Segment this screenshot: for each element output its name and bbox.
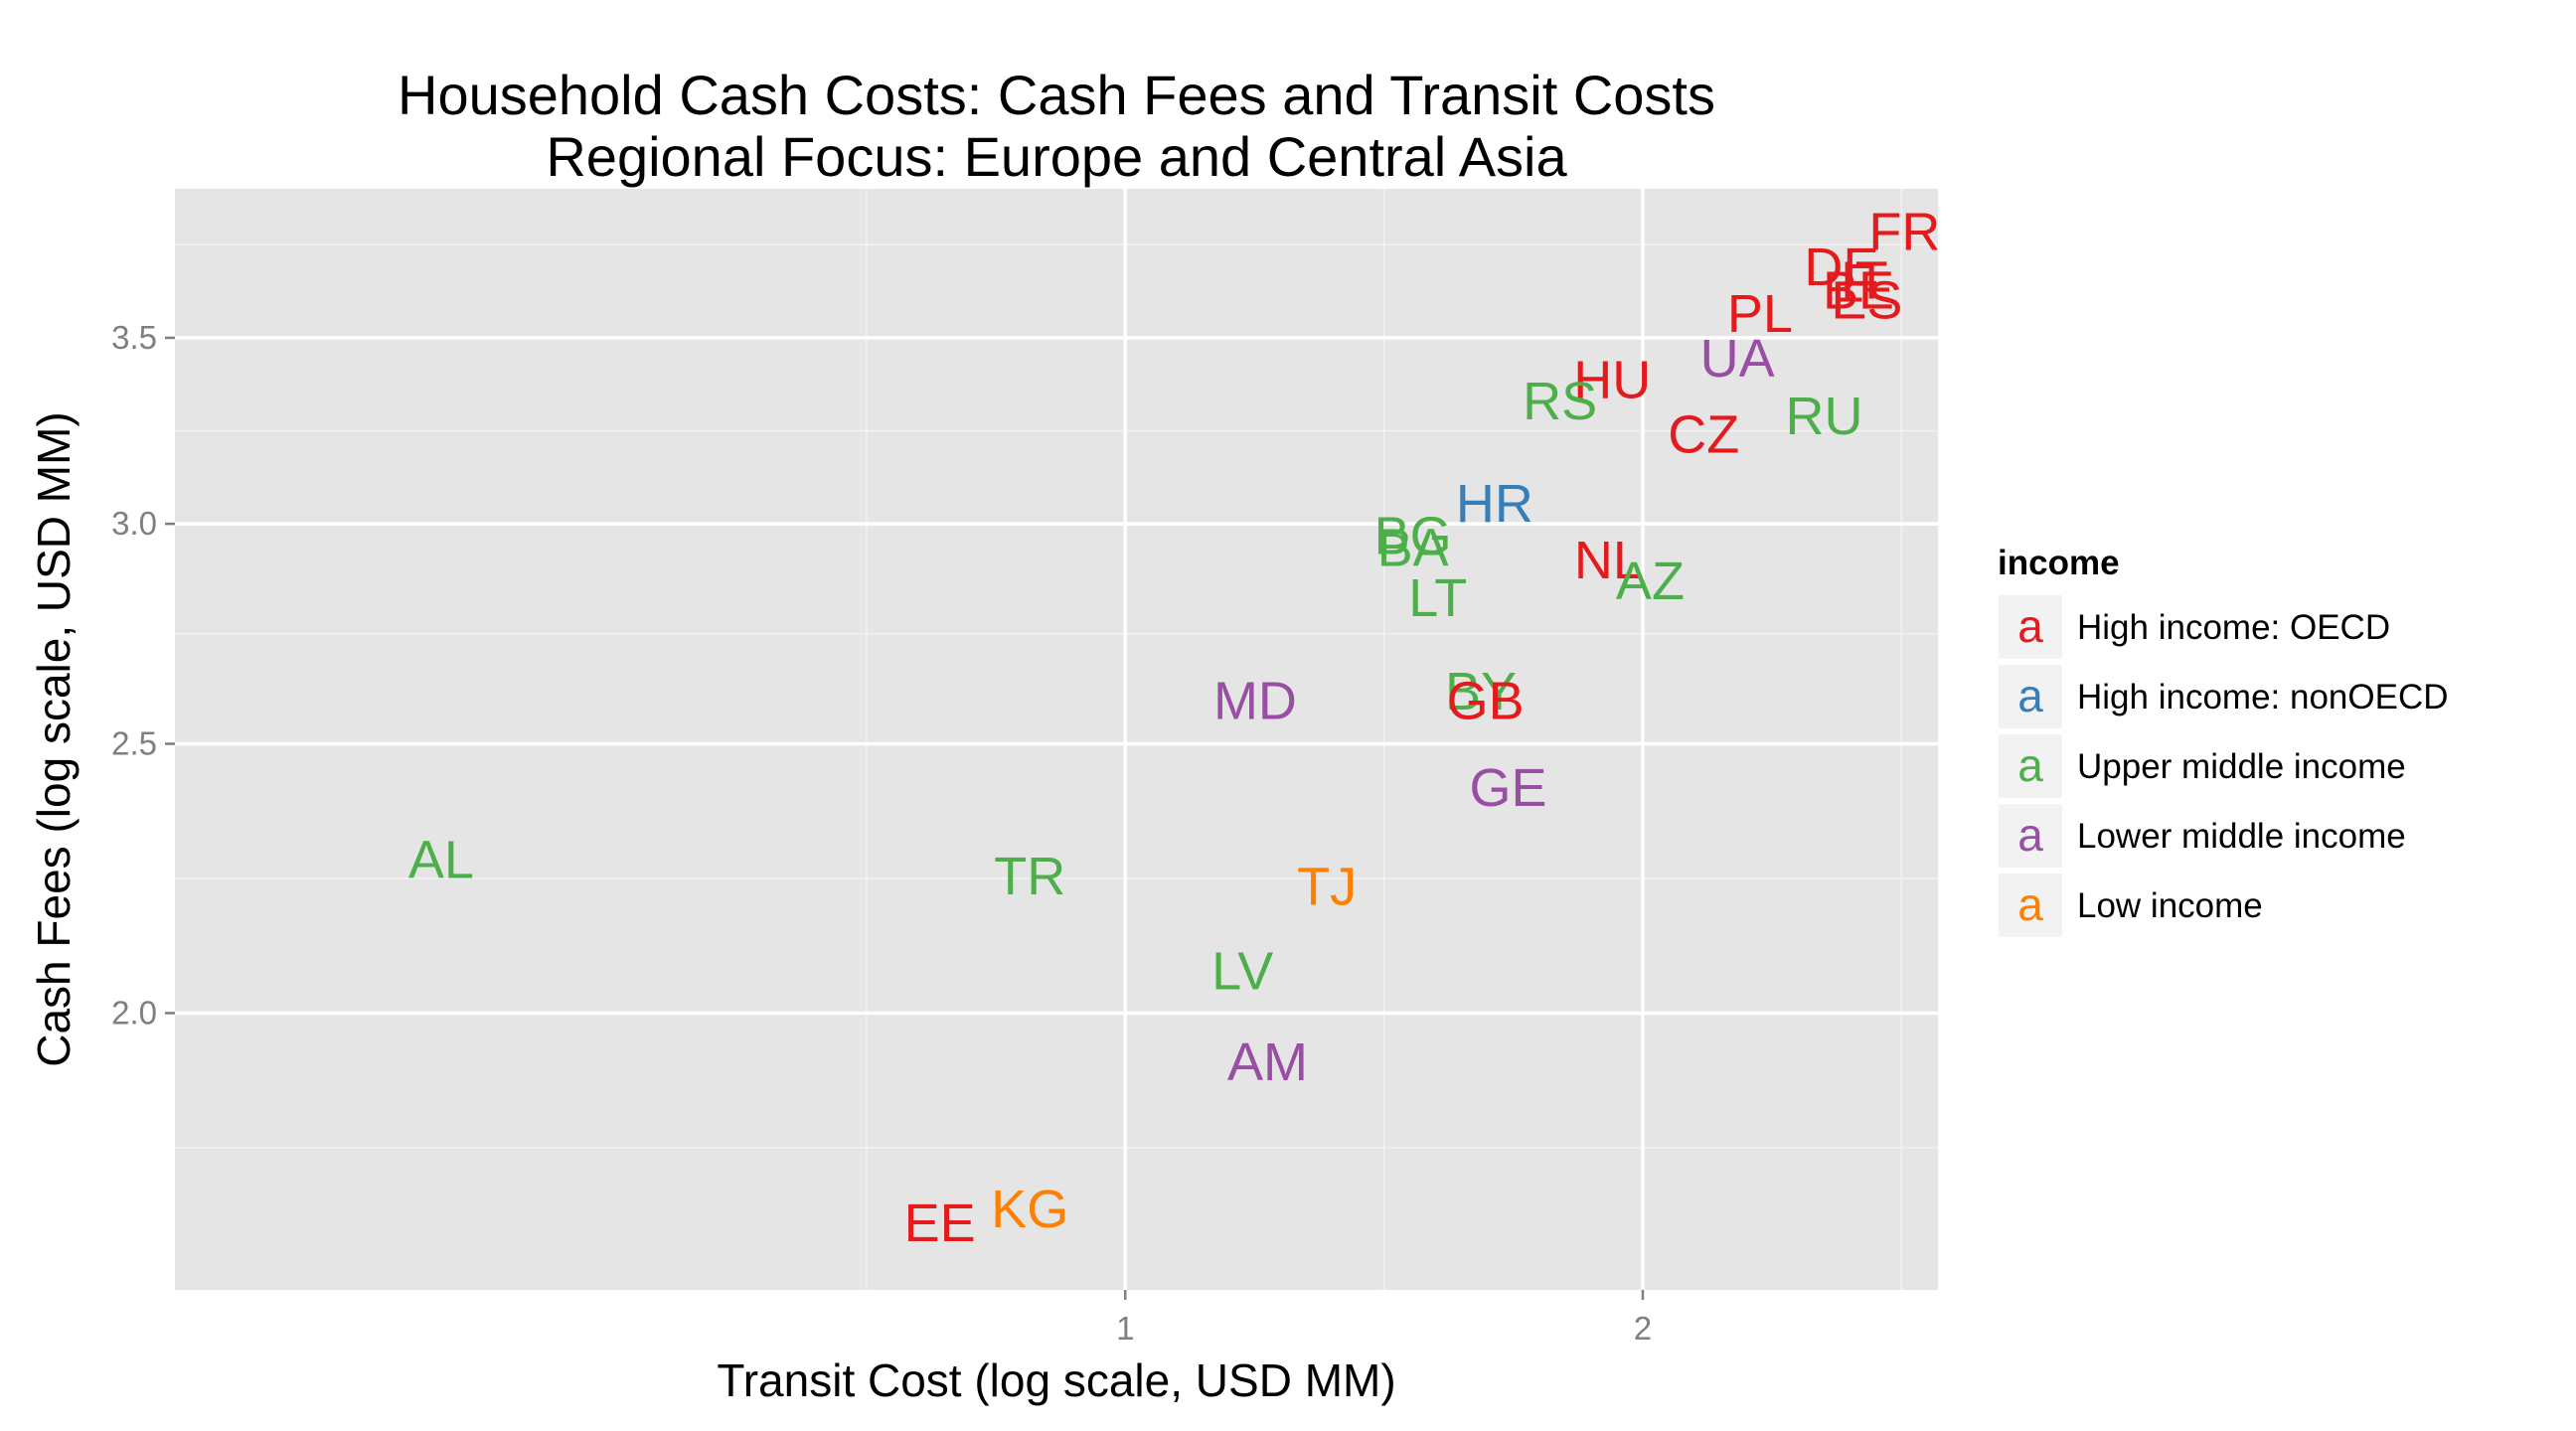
point-label-cz: CZ (1668, 404, 1739, 464)
point-label-rs: RS (1523, 372, 1597, 431)
y-axis-title: Cash Fees (log scale, USD MM) (28, 411, 80, 1067)
legend-key-glyph: a (2017, 809, 2043, 861)
legend-key (1997, 802, 2064, 870)
legend-label: Low income (2077, 886, 2263, 925)
legend-key-glyph: a (2017, 878, 2043, 930)
point-label-md: MD (1213, 672, 1297, 731)
y-tick-label: 3.0 (111, 505, 157, 542)
chart-title-line-2: Regional Focus: Europe and Central Asia (546, 125, 1567, 188)
minor-gridlines (175, 189, 1938, 1290)
point-label-hu: HU (1573, 350, 1651, 409)
plot-panel (175, 189, 1938, 1290)
point-label-am: AM (1227, 1033, 1308, 1092)
point-label-gb: GB (1447, 672, 1525, 731)
point-label-de: DE (1804, 238, 1878, 297)
point-label-bg: BG (1374, 506, 1452, 565)
chart-title: Household Cash Costs: Cash Fees and Tran… (398, 64, 1715, 188)
major-gridlines (175, 189, 1938, 1290)
point-label-by: BY (1445, 662, 1517, 721)
y-tick-label: 2.0 (111, 994, 157, 1031)
point-label-tj: TJ (1297, 858, 1357, 917)
point-label-ge: GE (1469, 758, 1546, 818)
point-label-ba: BA (1377, 519, 1449, 578)
y-tick-label: 2.5 (111, 724, 157, 761)
x-tick-label: 1 (1116, 1310, 1134, 1347)
legend-key (1997, 872, 2064, 939)
legend-title: income (1998, 544, 2120, 582)
legend-label: High income: nonOECD (2077, 678, 2449, 716)
point-label-pl: PL (1727, 284, 1793, 344)
legend-label: Upper middle income (2077, 747, 2406, 786)
y-tick-label: 3.5 (111, 319, 157, 356)
legend-label: Lower middle income (2077, 817, 2406, 856)
legend: income a High income: OECD a High income: n… (1997, 544, 2449, 939)
chart-title-line-1: Household Cash Costs: Cash Fees and Tran… (398, 64, 1715, 126)
legend-key-glyph: a (2017, 739, 2043, 791)
point-label-al: AL (408, 831, 474, 890)
point-label-lt: LT (1408, 568, 1467, 628)
y-axis: 2.0 2.5 3.0 3.5 (111, 319, 175, 1031)
point-label-ua: UA (1700, 329, 1775, 389)
point-label-az: AZ (1616, 552, 1685, 611)
legend-key-glyph: a (2017, 670, 2043, 721)
x-tick-label: 2 (1634, 1310, 1652, 1347)
point-label-hr: HR (1456, 474, 1533, 534)
legend-key-glyph: a (2017, 600, 2043, 652)
point-label-nl: NL (1574, 531, 1643, 590)
point-label-ee: EE (904, 1193, 976, 1253)
legend-key (1997, 732, 2064, 800)
legend-key (1997, 593, 2064, 661)
x-axis-title: Transit Cost (log scale, USD MM) (717, 1354, 1395, 1406)
legend-label: High income: OECD (2077, 608, 2390, 647)
point-label-tr: TR (994, 847, 1065, 906)
point-label-it: IT (1841, 250, 1888, 310)
point-label-ru: RU (1785, 387, 1862, 446)
point-label-lv: LV (1211, 942, 1273, 1002)
point-label-fr: FR (1868, 203, 1940, 262)
legend-key (1997, 663, 2064, 730)
point-label-be: BE (1823, 260, 1894, 320)
point-label-es: ES (1831, 270, 1902, 330)
point-label-kg: KG (991, 1180, 1068, 1239)
